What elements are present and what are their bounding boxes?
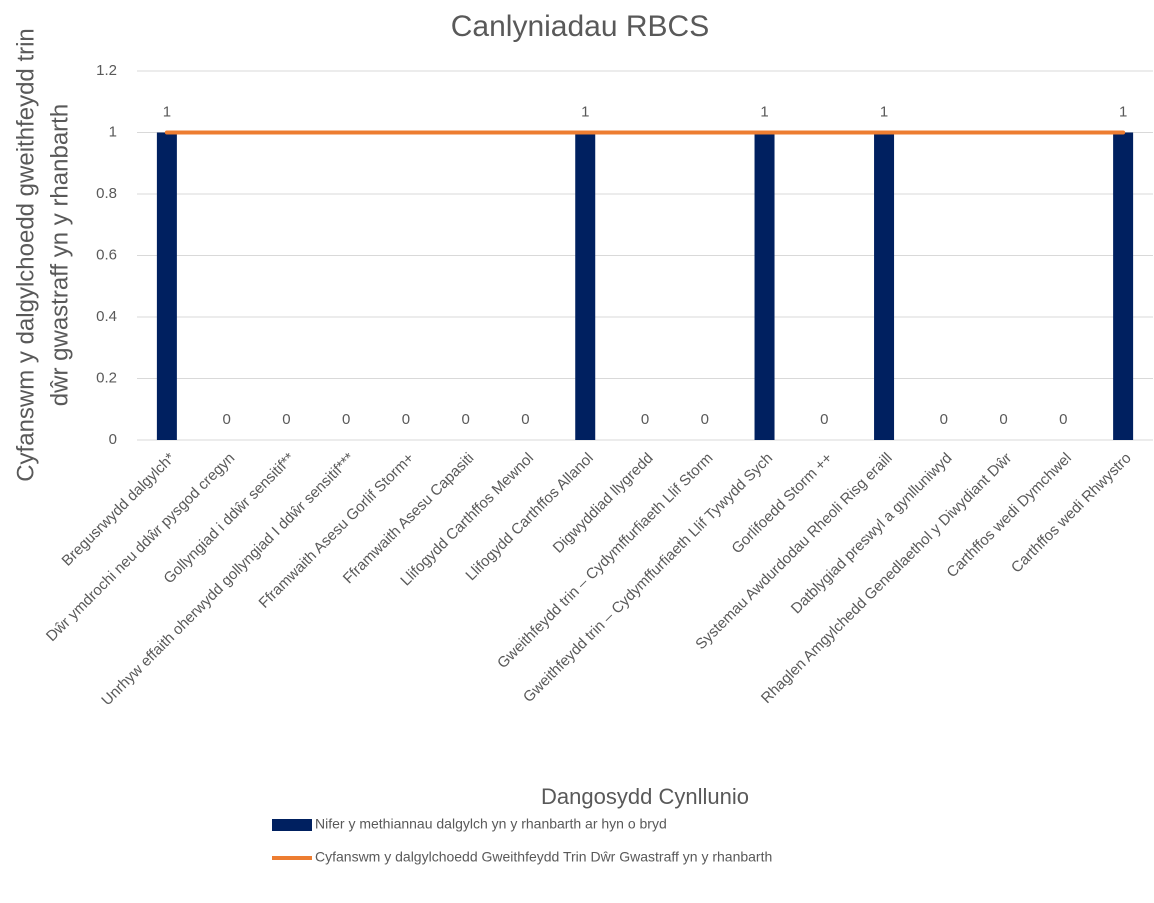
data-label: 0 [402, 411, 410, 428]
legend-label: Cyfanswm y dalgylchoedd Gweithfeydd Trin… [315, 849, 772, 865]
bar [754, 132, 775, 440]
y-axis-title-line: dŵr gwastraff yn y rhanbarth [46, 104, 73, 406]
y-tick-label: 0.2 [96, 369, 117, 386]
data-label: 0 [282, 411, 290, 428]
chart-title: Canlyniadau RBCS [451, 10, 709, 43]
data-label: 0 [701, 411, 709, 428]
x-tick-label: Bregusrwydd dalgylch* [59, 449, 179, 569]
x-tick-label: Digwyddiad llygredd [550, 450, 657, 557]
data-label: 0 [342, 411, 350, 428]
data-label: 0 [641, 411, 649, 428]
x-tick-label: Carthffos wedi Dymchwel [943, 450, 1074, 581]
data-label: 0 [1059, 411, 1067, 428]
data-label: 0 [999, 411, 1007, 428]
data-label: 1 [1119, 103, 1127, 120]
bar [1113, 132, 1134, 440]
data-label: 0 [222, 411, 230, 428]
x-axis-title: Dangosydd Cynllunio [541, 784, 749, 809]
data-label: 1 [581, 103, 589, 120]
y-tick-label: 0.4 [96, 308, 117, 325]
data-label: 0 [462, 411, 470, 428]
data-label: 1 [760, 103, 768, 120]
data-label: 0 [940, 411, 948, 428]
y-tick-label: 1 [109, 123, 117, 140]
y-axis-title: Cyfanswm y dalgylchoedd gweithfeydd trin… [12, 28, 73, 482]
y-tick-label: 0.8 [96, 185, 117, 202]
x-tick-label: Carthffos wedi Rhwystro [1008, 450, 1135, 577]
bar [575, 132, 596, 440]
legend-label: Nifer y methiannau dalgylch yn y rhanbar… [315, 816, 667, 832]
x-tick-label: Gorlifoedd Storm ++ [728, 449, 836, 557]
y-axis-title-line: Cyfanswm y dalgylchoedd gweithfeydd trin [12, 28, 39, 482]
data-label: 0 [820, 411, 828, 428]
data-label: 1 [163, 103, 171, 120]
y-tick-label: 0 [109, 431, 117, 448]
legend-swatch [272, 819, 312, 831]
data-label: 0 [521, 411, 529, 428]
x-tick-label: Gweithfeydd trin – Cydymffurfiaeth Llif … [494, 450, 716, 672]
y-tick-label: 0.6 [96, 246, 117, 263]
y-tick-label: 1.2 [96, 62, 117, 79]
bar [156, 132, 177, 440]
data-label: 1 [880, 103, 888, 120]
bar [874, 132, 895, 440]
